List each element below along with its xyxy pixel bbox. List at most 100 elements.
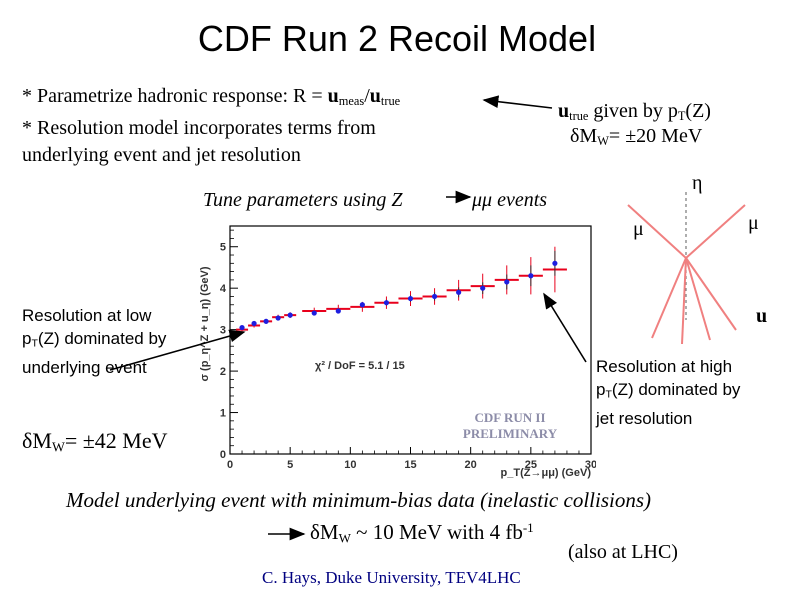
left-note-post: (Z) dominated by — [37, 329, 167, 348]
preliminary-watermark: CDF RUN II PRELIMINARY — [440, 410, 580, 442]
right-note-line3: jet resolution — [596, 408, 693, 428]
arrow-to-utrue — [482, 95, 553, 109]
muon-left-track — [627, 204, 687, 259]
recoil-track-1 — [651, 257, 687, 339]
tune-right-label: μμ events — [472, 189, 548, 211]
left-note-line2: pT(Z) dominated by — [22, 327, 166, 356]
right-note-p: p — [596, 380, 606, 399]
y-tick-label: 3 — [220, 325, 226, 337]
data-point — [504, 279, 510, 285]
right-note-line2: pT(Z) dominated by — [596, 378, 740, 407]
y-axis-label: σ (p_η^Z + u_η) (GeV) — [199, 266, 211, 381]
future-sup: -1 — [522, 520, 534, 535]
data-point — [263, 318, 269, 324]
left-note-line3: underlying event — [22, 357, 147, 377]
utrue-z: (Z) — [685, 100, 711, 122]
dmw-left-delta: δM — [22, 428, 52, 453]
u-meas-symbol: u — [327, 85, 339, 107]
utrue-sub: true — [569, 109, 589, 124]
right-note-post: (Z) dominated by — [611, 380, 741, 399]
dmw-top-sub: W — [597, 134, 609, 149]
utrue-u: u — [558, 100, 570, 122]
utrue-text: given by p — [588, 100, 678, 122]
recoil-track-2 — [681, 257, 687, 345]
data-point — [335, 308, 341, 314]
eta-label: η — [692, 172, 703, 194]
watermark-line2: PRELIMINARY — [462, 426, 558, 441]
utrue-note: utrue given by pT(Z) — [558, 98, 711, 129]
recoil-u-label: u — [756, 305, 768, 327]
future-value: ~ 10 MeV with 4 fb — [350, 520, 523, 545]
recoil-track-3 — [685, 257, 711, 341]
right-note: Resolution at high pT(Z) dominated by je… — [596, 355, 740, 430]
y-tick-label: 2 — [220, 366, 226, 378]
model-line: Model underlying event with minimum-bias… — [66, 488, 651, 512]
dmw-left: δMW= ±42 MeV — [22, 428, 168, 455]
data-point — [552, 260, 558, 266]
data-point — [528, 273, 534, 279]
x-tick-label: 30 — [585, 459, 596, 471]
mu-right-label: μ — [748, 212, 759, 234]
x-tick-label: 10 — [344, 459, 356, 471]
chi2-annotation: χ² / DoF = 5.1 / 15 — [315, 360, 405, 372]
dmw-top: δMW= ±20 MeV — [570, 123, 702, 154]
arrow-low-pt — [109, 329, 246, 371]
mu-left-label: μ — [633, 218, 644, 240]
y-tick-label: 4 — [220, 283, 227, 295]
also-lhc: (also at LHC) — [568, 541, 678, 563]
dmw-top-value: = ±20 MeV — [608, 125, 703, 147]
y-tick-label: 5 — [220, 242, 226, 254]
u-meas-subscript: meas — [338, 94, 365, 109]
y-tick-label: 1 — [220, 408, 226, 420]
data-point — [251, 320, 257, 327]
utrue-pt-sub: T — [677, 109, 686, 124]
data-point — [239, 324, 245, 331]
future-sub: W — [338, 530, 351, 546]
right-note-sub: T — [605, 388, 612, 401]
bullet-parametrize-prefix: * Parametrize hadronic response: R = — [22, 85, 328, 107]
data-point — [431, 293, 438, 300]
x-tick-label: 20 — [465, 459, 477, 471]
data-point — [480, 285, 486, 291]
left-note-line1: Resolution at low — [22, 306, 152, 325]
footer-credit: C. Hays, Duke University, TEV4LHC — [262, 568, 521, 587]
future-delta: δM — [310, 520, 339, 545]
data-point — [456, 289, 462, 295]
x-tick-label: 25 — [525, 459, 537, 471]
x-axis: 0 5 10 15 20 25 30 — [227, 447, 596, 471]
data-point — [311, 310, 317, 316]
tune-left-label: Tune parameters using Z — [203, 189, 403, 211]
u-true-symbol: u — [369, 85, 381, 107]
resolution-plot: 0 5 10 15 20 25 30 0 1 2 3 4 5 σ (p_η^Z + u_η) (GeV… — [199, 225, 596, 479]
x-tick-label: 0 — [227, 459, 233, 471]
dmw-top-delta: δM — [570, 125, 598, 147]
bullet-resolution-line2: underlying event and jet resolution — [22, 144, 301, 166]
data-point — [359, 302, 365, 308]
dmw-left-value: = ±42 MeV — [64, 428, 168, 453]
left-note-p: p — [22, 329, 32, 348]
data-point — [407, 295, 414, 302]
x-tick-label: 5 — [287, 459, 293, 471]
arrow-high-pt — [543, 292, 587, 363]
u-true-subscript: true — [380, 94, 401, 109]
left-note-sub: T — [31, 337, 38, 350]
right-note-line1: Resolution at high — [596, 357, 733, 376]
x-axis-label: p_T(Z→μμ) (GeV) — [501, 467, 592, 479]
watermark-line1: CDF RUN II — [474, 410, 546, 425]
ratio-slash: / — [364, 85, 370, 107]
data-point — [287, 312, 293, 318]
data-point — [383, 300, 390, 306]
dmw-left-sub: W — [51, 439, 65, 455]
x-tick-label: 15 — [404, 459, 416, 471]
data-point — [275, 315, 281, 321]
data-series — [236, 246, 567, 332]
y-axis: 0 1 2 3 4 5 — [220, 229, 238, 461]
left-note: Resolution at low pT(Z) dominated by und… — [22, 304, 166, 379]
bullet-resolution-line1: * Resolution model incorporates terms fr… — [22, 117, 376, 139]
muon-right-track — [685, 204, 746, 259]
bullet-parametrize: * Parametrize hadronic response: R = ume… — [22, 83, 400, 114]
future-dmw: δMW ~ 10 MeV with 4 fb-1 — [310, 520, 534, 546]
slide-title: CDF Run 2 Recoil Model — [197, 18, 597, 59]
y-tick-label: 0 — [220, 449, 226, 461]
